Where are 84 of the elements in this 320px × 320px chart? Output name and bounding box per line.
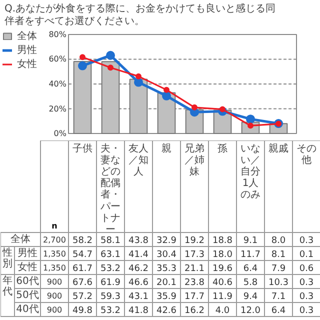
- data-label: 40.6: [212, 278, 233, 288]
- x-tick-label: n: [52, 222, 58, 230]
- data-label: 23.8: [184, 278, 205, 288]
- data-label: 18.8: [212, 236, 233, 246]
- data-label: 6.4: [271, 306, 286, 316]
- data-label: 0.6: [299, 264, 314, 274]
- data-label: 32.9: [156, 236, 177, 246]
- data-label: 53.2: [100, 306, 121, 316]
- y-tick-label: 20%: [48, 104, 67, 114]
- data-label: 16.2: [184, 306, 205, 316]
- x-tick-label: 子供: [72, 144, 92, 154]
- data-label: 2,700: [43, 236, 66, 244]
- data-label: 59.3: [100, 292, 121, 302]
- x-tick-label: その他: [296, 144, 316, 166]
- data-label: 20.1: [156, 278, 177, 288]
- data-label: 900: [46, 292, 62, 300]
- data-label: 67.6: [72, 278, 93, 288]
- y-tick-label: 男性: [18, 247, 38, 259]
- data-label: 30.4: [156, 250, 177, 260]
- data-label: 21.1: [184, 264, 205, 274]
- data-label: 1,350: [43, 264, 66, 272]
- data-label: 6.4: [243, 264, 258, 274]
- data-label: 54.7: [72, 250, 93, 260]
- data-label: 0.1: [299, 250, 314, 260]
- data-label: 10.3: [268, 278, 289, 288]
- data-label: 5.8: [243, 278, 258, 288]
- data-label: 4.0: [215, 306, 230, 316]
- chart-title: Q.あなたが外食をする際に、お金をかけても良いと感じる同伴者をすべてお選びください。: [4, 2, 276, 27]
- data-label: 35.3: [156, 264, 177, 274]
- data-label: 63.1: [100, 250, 121, 260]
- x-tick-label: 親戚: [268, 142, 288, 154]
- y2-tick-label: 性別: [2, 246, 12, 270]
- data-label: 57.2: [72, 292, 93, 302]
- data-label: 18.0: [212, 250, 233, 260]
- data-label: 19.2: [184, 236, 205, 246]
- y-tick-label: 50代: [16, 290, 39, 301]
- y-tick-label: 40代: [16, 304, 39, 315]
- y2-tick-label: 年代: [2, 274, 12, 298]
- data-label: 43.1: [128, 292, 149, 302]
- data-label: 19.6: [212, 264, 233, 274]
- data-label: 900: [46, 306, 62, 314]
- x-tick-label: 兄弟／姉妹: [184, 142, 204, 178]
- y-tick-label: 80%: [48, 30, 67, 39]
- data-label: 12.0: [240, 306, 261, 316]
- data-label: 1,350: [43, 250, 66, 258]
- data-label: 35.9: [156, 292, 177, 302]
- data-label: 41.8: [128, 306, 149, 316]
- y-tick-label: 60代: [16, 276, 39, 287]
- data-label: 58.1: [100, 236, 121, 246]
- data-label: 0.3: [299, 292, 314, 302]
- y-tick-label: 40%: [48, 80, 67, 88]
- data-label: 17.7: [184, 292, 205, 302]
- x-tick-label: 夫・妻などの配偶者・パートナー: [100, 142, 120, 236]
- x-tick-label: 親: [162, 142, 172, 154]
- data-label: 53.2: [100, 264, 121, 274]
- data-label: 900: [46, 278, 62, 286]
- y-tick-label: 全体: [10, 233, 30, 245]
- data-label: 8.0: [271, 236, 286, 246]
- data-label: 42.6: [156, 306, 177, 316]
- data-label: 9.4: [243, 292, 258, 302]
- y-tick-label: 0%: [54, 129, 67, 138]
- data-label: 0.3: [299, 278, 314, 288]
- data-label: 11.7: [240, 250, 261, 260]
- x-tick-label: いない／自分1人のみ: [240, 144, 260, 201]
- data-label: 9.1: [243, 236, 258, 246]
- data-label: 0.3: [299, 236, 314, 246]
- data-label: 43.8: [128, 236, 149, 246]
- data-label: 49.8: [72, 306, 93, 316]
- y-tick-label: 60%: [48, 54, 67, 64]
- data-label: 7.9: [271, 264, 286, 274]
- data-label: 58.2: [72, 236, 93, 246]
- data-label: 46.6: [128, 278, 149, 288]
- data-label: 46.2: [128, 264, 149, 274]
- data-label: 0.3: [299, 306, 314, 316]
- data-label: 61.9: [100, 278, 121, 288]
- data-label: 7.1: [271, 292, 286, 302]
- x-tick-label: 孫: [218, 142, 228, 154]
- data-label: 8.1: [271, 250, 286, 260]
- data-label: 41.4: [128, 250, 149, 260]
- x-tick-label: 友人／知人: [128, 144, 148, 178]
- data-label: 17.3: [184, 250, 205, 260]
- data-label: 11.9: [212, 292, 233, 302]
- data-label: 61.7: [72, 264, 93, 274]
- y-tick-label: 女性: [18, 261, 38, 273]
